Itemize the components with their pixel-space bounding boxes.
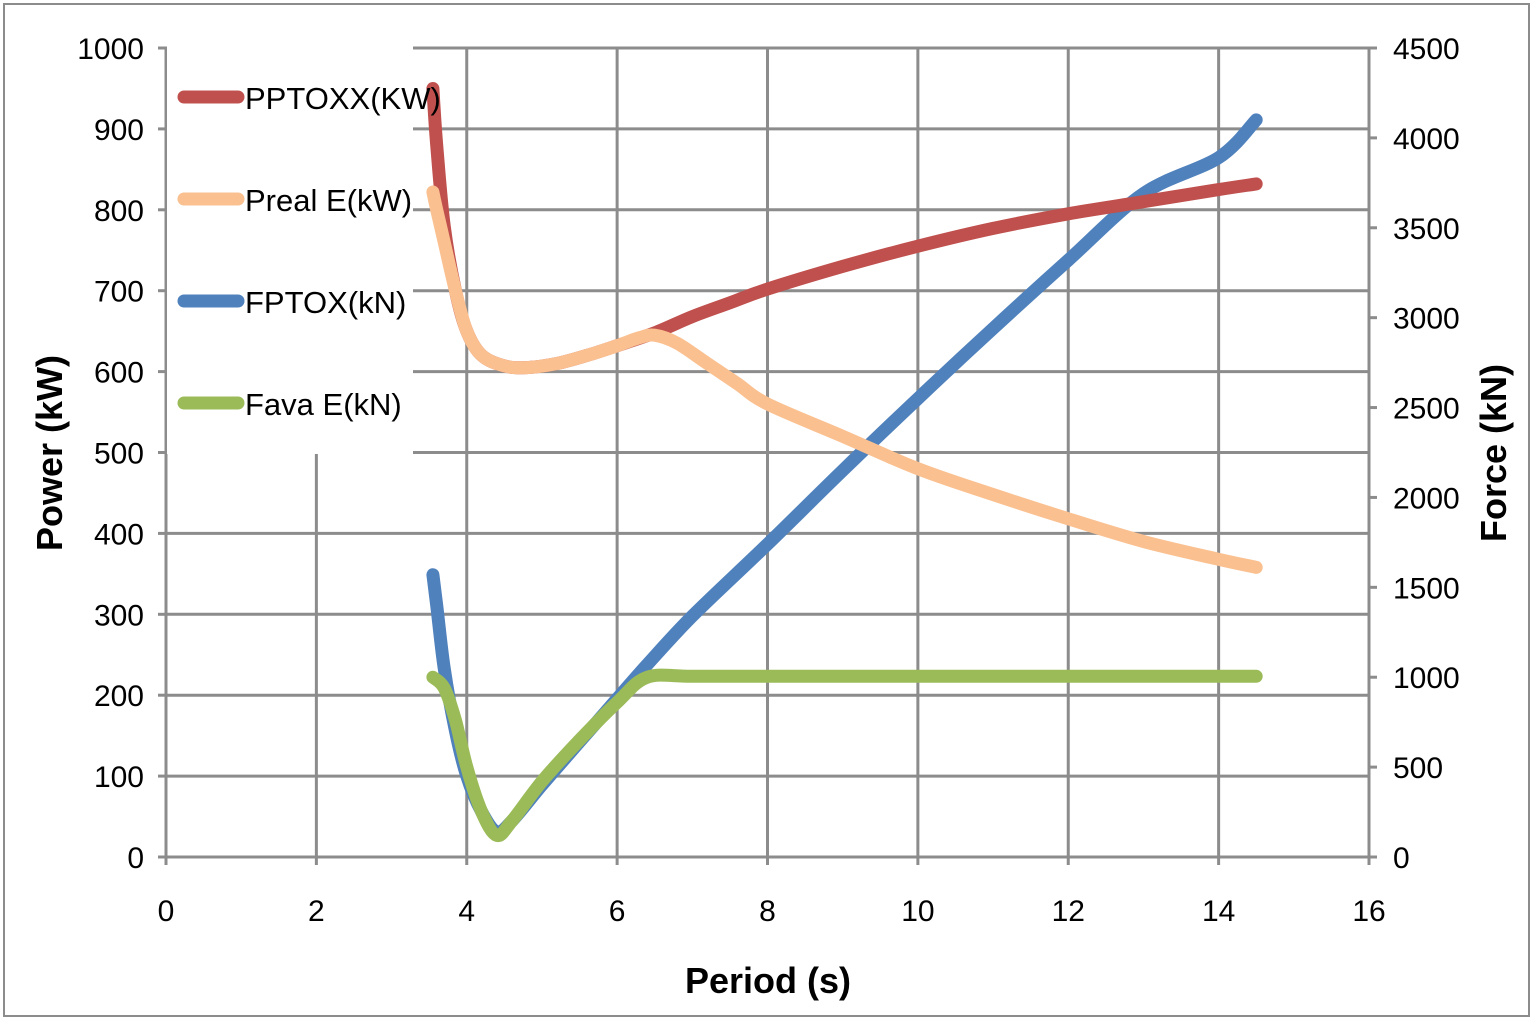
x-tick-label: 0 (158, 895, 175, 928)
axes: 0 100 200 300 400 500 600 700 800 900 1000 0 2 4 6 8 10 1… (77, 33, 1460, 928)
y-axis-left-title: Power (kW) (29, 355, 70, 551)
x-tick-label: 12 (1052, 895, 1085, 928)
y-right-tick-label: 1000 (1393, 662, 1460, 695)
legend-label-preal-e-kw-: Preal E(kW) (245, 183, 412, 218)
legend: PPTOXX(KW) Preal E(kW) FPTOX(kN) Fava E(kN) (167, 44, 441, 454)
y-left-tick-label: 200 (94, 680, 144, 713)
y-left-tick-label: 1000 (77, 33, 144, 66)
y-axis-right-title: Force (kN) (1473, 364, 1514, 542)
y-right-tick-label: 0 (1393, 842, 1410, 875)
x-tick-label: 2 (308, 895, 325, 928)
y-left-tick-label: 600 (94, 357, 144, 390)
y-left-tick-label: 800 (94, 195, 144, 228)
y-right-tick-label: 2500 (1393, 393, 1460, 426)
y-right-tick-label: 3000 (1393, 303, 1460, 336)
legend-label-fava-e-kn-: Fava E(kN) (245, 387, 402, 422)
y-left-tick-label: 0 (127, 842, 144, 875)
legend-label-fptox-kn-: FPTOX(kN) (245, 285, 406, 320)
legend-box (167, 44, 413, 454)
y-right-tick-label: 4000 (1393, 123, 1460, 156)
x-tick-label: 8 (759, 895, 776, 928)
x-tick-label: 10 (901, 895, 934, 928)
x-axis-title: Period (s) (685, 960, 851, 1001)
series-line-preal-e-kw- (426, 185, 1263, 574)
y-right-tick-label: 3500 (1393, 213, 1460, 246)
y-right-tick-label: 4500 (1393, 33, 1460, 66)
x-tick-label: 16 (1352, 895, 1385, 928)
series-lines (426, 82, 1263, 843)
y-right-tick-label: 1500 (1393, 572, 1460, 605)
y-left-tick-label: 700 (94, 276, 144, 309)
y-left-tick-label: 400 (94, 518, 144, 551)
series-line-fava-e-kn- (426, 668, 1263, 843)
y-left-tick-label: 100 (94, 761, 144, 794)
y-left-tick-label: 900 (94, 114, 144, 147)
legend-label-pptoxx-kw-: PPTOXX(KW) (245, 81, 441, 116)
x-tick-label: 6 (609, 895, 626, 928)
x-tick-label: 4 (458, 895, 475, 928)
y-left-tick-label: 300 (94, 599, 144, 632)
y-left-tick-label: 500 (94, 438, 144, 471)
series-line-fptox-kn- (426, 113, 1263, 839)
y-right-tick-label: 2000 (1393, 482, 1460, 515)
x-tick-label: 14 (1202, 895, 1235, 928)
y-right-tick-label: 500 (1393, 752, 1443, 785)
